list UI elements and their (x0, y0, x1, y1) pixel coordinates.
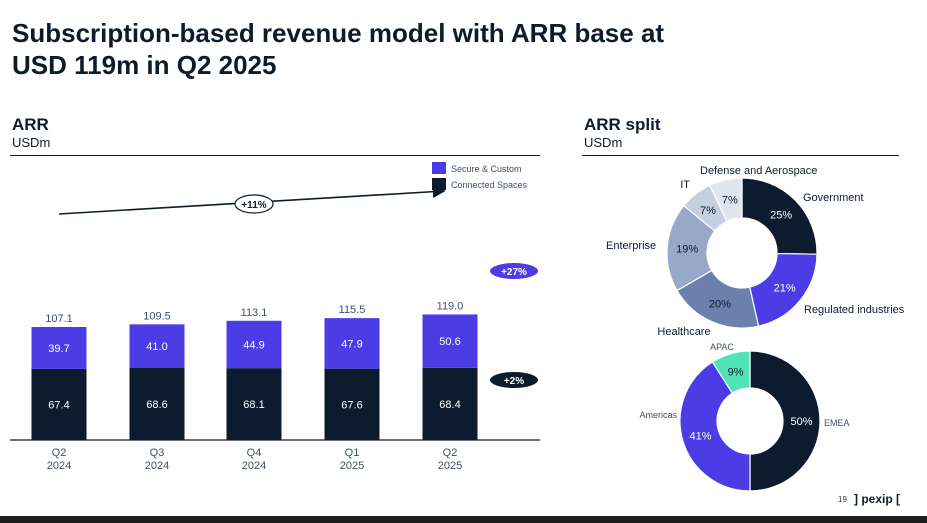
page-title: Subscription-based revenue model with AR… (12, 17, 772, 81)
arr-bar-chart: Secure & Custom Connected Spaces 67.4 39.7… (10, 162, 540, 472)
donut-slice-percent: 19% (676, 244, 698, 256)
donut-slice-name: IT (680, 179, 690, 191)
bar-connected-spaces (324, 368, 380, 440)
donut-slice (741, 177, 818, 255)
bar-groups: 67.439.7107.1Q2202468.641.0109.5Q3202468… (10, 300, 540, 472)
x-tick-label: 2025 (340, 460, 364, 472)
donut-slice-percent: 20% (709, 298, 731, 310)
growth-annotations: +11% +27% +2% (58, 185, 538, 388)
donut-slice-percent: 41% (690, 430, 712, 442)
bar-label-connected: 67.6 (341, 399, 362, 411)
donut-slice-percent: 25% (770, 209, 792, 221)
growth-secure-label: +27% (501, 267, 527, 278)
bar-label-connected: 67.4 (48, 399, 69, 411)
chart-legend: Secure & Custom Connected Spaces (432, 162, 528, 190)
x-tick-label: 2024 (145, 460, 169, 472)
legend-label: Connected Spaces (451, 180, 528, 190)
bar-total-label: 119.0 (437, 300, 464, 312)
bar-total-label: 107.1 (45, 313, 73, 325)
bar-label-secure: 47.9 (341, 338, 362, 350)
page-title-line2: USD 119m in Q2 2025 (12, 50, 277, 80)
split-rule (582, 155, 899, 156)
legend-swatch (432, 162, 446, 174)
donut-slice-percent: 21% (774, 283, 796, 295)
legend-swatch (432, 178, 446, 190)
donut-slice-name: Enterprise (606, 240, 656, 252)
bar-secure-custom (422, 314, 478, 368)
arr-rule (10, 155, 540, 156)
bar-label-connected: 68.4 (439, 399, 460, 411)
bar-secure-custom (226, 320, 282, 369)
x-tick-label: 2024 (242, 460, 266, 472)
bar-label-secure: 44.9 (243, 339, 264, 351)
bar-total-label: 115.5 (339, 304, 366, 316)
bar-total-label: 109.5 (143, 310, 171, 322)
page-title-line1: Subscription-based revenue model with AR… (12, 18, 665, 48)
donut-slice-name: Defense and Aerospace (700, 165, 817, 177)
x-tick-label: Q3 (150, 447, 165, 459)
split-heading: ARR split (584, 115, 661, 134)
industry-donut: 25% Government 21% Regulated industries 20% H… (606, 165, 905, 338)
x-tick-label: Q2 (52, 447, 67, 459)
donut-slice-name: APAC (710, 342, 734, 352)
bar-secure-custom (324, 318, 380, 369)
split-unit: USDm (584, 135, 623, 150)
bar-connected-spaces (129, 367, 185, 440)
pexip-logo: ] pexip [ (854, 492, 901, 506)
bar-label-secure: 50.6 (439, 336, 460, 348)
donut-slice-percent: 7% (722, 194, 738, 206)
region-donut: 50% EMEA 41% Americas 9% APAC (639, 342, 850, 492)
growth-secure-badge (490, 263, 538, 279)
donut-slice-name: Healthcare (657, 326, 710, 338)
donut-slice-percent: 9% (728, 367, 744, 379)
bar-connected-spaces (422, 367, 478, 440)
donut-slice (708, 177, 743, 223)
donut-slice (679, 361, 751, 492)
donut-slice-name: Government (803, 192, 864, 204)
bar-connected-spaces (226, 368, 282, 440)
donut-slice-name: Regulated industries (804, 304, 905, 316)
donut-slice-percent: 7% (700, 205, 716, 217)
growth-total-badge (234, 194, 274, 214)
x-tick-label: Q2 (443, 447, 458, 459)
bar-label-secure: 41.0 (146, 341, 167, 353)
x-tick-label: 2025 (438, 460, 462, 472)
bar-secure-custom (129, 324, 185, 368)
footer-bar (0, 516, 927, 523)
bar-secure-custom (31, 327, 87, 369)
bar-label-connected: 68.6 (146, 399, 167, 411)
arr-heading: ARR (12, 115, 49, 134)
x-tick-label: 2024 (47, 460, 71, 472)
growth-connected-label: +2% (504, 376, 524, 387)
x-tick-label: Q4 (247, 447, 262, 459)
x-tick-label: Q1 (345, 447, 360, 459)
legend-label: Secure & Custom (451, 164, 522, 174)
donut-slice-name: EMEA (824, 418, 850, 428)
arr-unit: USDm (12, 135, 51, 150)
bar-connected-spaces (31, 368, 87, 440)
arr-split-donuts: 25% Government 21% Regulated industries 20% H… (606, 165, 905, 492)
donut-slice-name: Americas (639, 410, 677, 420)
growth-connected-badge (490, 372, 538, 388)
donut-slice (711, 350, 751, 394)
bar-label-connected: 68.1 (243, 399, 264, 411)
bar-label-secure: 39.7 (48, 343, 69, 355)
growth-total-label: +11% (241, 200, 266, 211)
donut-slice-percent: 50% (790, 416, 812, 428)
donut-slice (749, 350, 821, 492)
page-number: 19 (838, 495, 847, 504)
bar-total-label: 113.1 (241, 307, 268, 319)
